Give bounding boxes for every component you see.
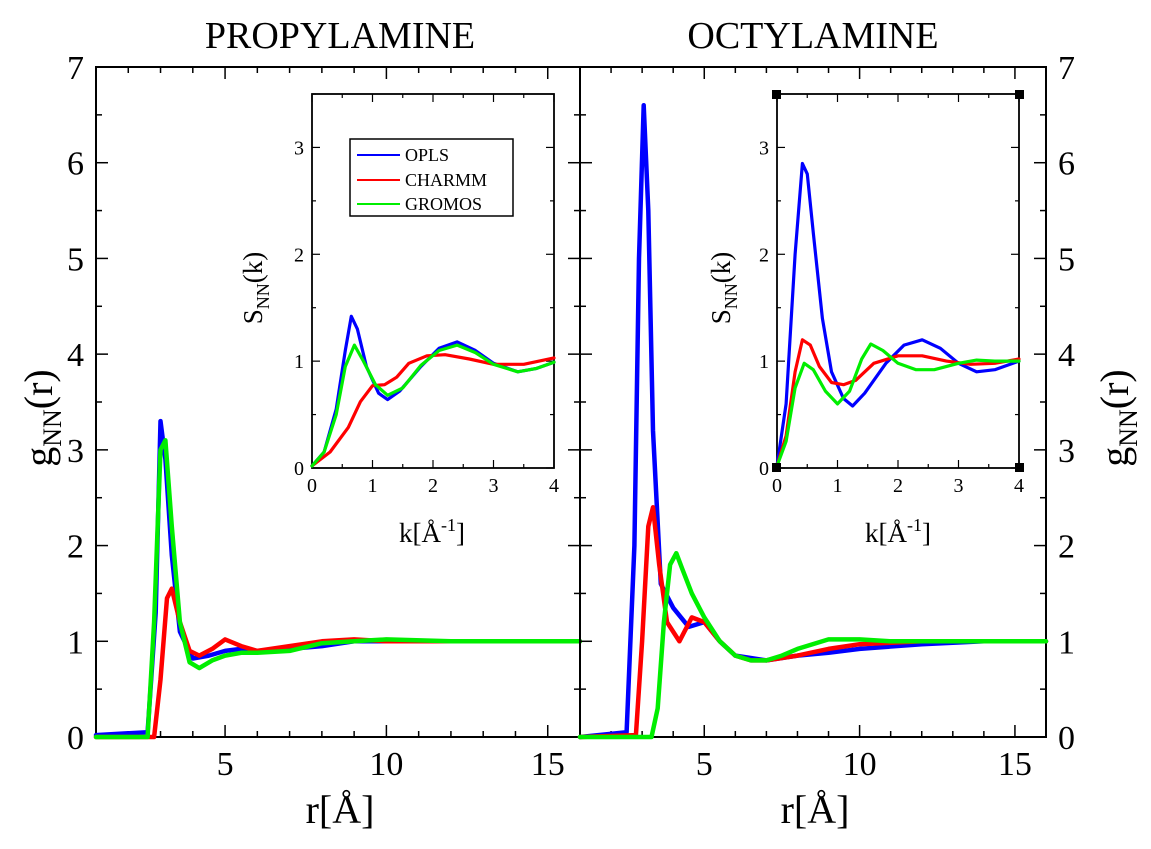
inset-selection-handles[interactable] [772, 90, 1024, 472]
right-ytick-label: 2 [1058, 529, 1075, 566]
left-inset-ytick-label: 2 [294, 244, 304, 266]
right-inset-xtick-label: 3 [954, 475, 964, 497]
left-ytick-label: 2 [67, 529, 84, 566]
right-inset-ytick-label: 0 [759, 458, 769, 480]
left-inset-ytick-label: 3 [294, 137, 304, 159]
handle-top-right[interactable] [1015, 90, 1024, 99]
left-xlabel: r[Å] [306, 787, 375, 832]
left-ytick-label: 3 [67, 433, 84, 470]
left-inset-xtick-label: 1 [368, 475, 378, 497]
left-inset-xtick-label: 2 [428, 475, 438, 497]
right-xlabel: r[Å] [781, 787, 850, 832]
left-inset-xtick-label: 4 [549, 475, 559, 497]
left-inset-xlabel: k[Å-1] [399, 515, 465, 548]
right-inset-xtick-label: 2 [893, 475, 903, 497]
left-ytick-label: 0 [67, 720, 84, 757]
svg-text:gNN(r): gNN(r) [16, 369, 67, 467]
right-inset-series-gromos [775, 342, 1021, 468]
left-inset-xtick-label: 3 [489, 475, 499, 497]
left-ytick-label: 4 [67, 337, 84, 374]
left-panel-title: PROPYLAMINE [205, 15, 475, 57]
left-xtick-label: 15 [531, 746, 565, 783]
right-inset-ytick-label: 2 [759, 244, 769, 266]
left-series-charmm [93, 586, 583, 740]
legend-label-opls: OPLS [405, 145, 449, 165]
right-series-gromos [577, 550, 1049, 740]
right-panel-title: OCTYLAMINE [687, 15, 938, 57]
left-xtick-label: 5 [217, 746, 234, 783]
svg-text:SNN(k): SNN(k) [706, 252, 741, 325]
handle-bottom-right[interactable] [1015, 463, 1024, 472]
right-ytick-label: 5 [1058, 241, 1075, 278]
right-ytick-label: 6 [1058, 146, 1075, 183]
left-inset-ylabel: SNN(k) [238, 252, 273, 325]
left-xtick-label: 10 [369, 746, 403, 783]
right-inset-ylabel: SNN(k) [706, 252, 741, 325]
right-inset-ytick-label: 3 [759, 137, 769, 159]
legend-label-gromos: GROMOS [405, 194, 482, 214]
right-xtick-label: 5 [696, 746, 713, 783]
legend-label-charmm: CHARMM [405, 170, 487, 190]
right-ytick-label: 4 [1058, 337, 1075, 374]
right-ytick-label: 1 [1058, 624, 1075, 661]
right-series-opls [577, 103, 1049, 740]
left-inset-ytick-label: 1 [294, 351, 304, 373]
svg-text:SNN(k): SNN(k) [238, 252, 273, 325]
left-ytick-label: 6 [67, 146, 84, 183]
right-ytick-label: 3 [1058, 433, 1075, 470]
svg-text:gNN(r): gNN(r) [1092, 369, 1143, 467]
right-inset-xtick-label: 1 [833, 475, 843, 497]
right-inset-xtick-label: 0 [772, 475, 782, 497]
right-series-charmm [577, 505, 1049, 740]
right-inset-frame [776, 93, 1020, 469]
legend: OPLS CHARMM GROMOS [349, 138, 514, 217]
handle-bottom-left[interactable] [772, 463, 781, 472]
right-xtick-label: 15 [998, 746, 1032, 783]
left-ytick-label: 7 [67, 50, 84, 87]
left-inset-series-gromos [310, 343, 556, 468]
right-xtick-label: 10 [843, 746, 877, 783]
left-ylabel: gNN(r) [16, 369, 67, 467]
right-inset-ytick-label: 1 [759, 351, 769, 373]
right-ytick-label: 7 [1058, 50, 1075, 87]
left-inset-ytick-label: 0 [294, 458, 304, 480]
left-series-gromos [93, 438, 583, 740]
right-inset: 0 1 2 3 4 0 1 2 3 [759, 93, 1024, 497]
left-ytick-label: 1 [67, 624, 84, 661]
left-ytick-label: 5 [67, 241, 84, 278]
left-inset-xtick-label: 0 [307, 475, 317, 497]
right-ylabel: gNN(r) [1092, 369, 1143, 467]
right-inset-xtick-label: 4 [1014, 475, 1024, 497]
handle-top-left[interactable] [772, 90, 781, 99]
right-ytick-label: 0 [1058, 720, 1075, 757]
right-inset-xlabel: k[Å-1] [865, 515, 931, 548]
